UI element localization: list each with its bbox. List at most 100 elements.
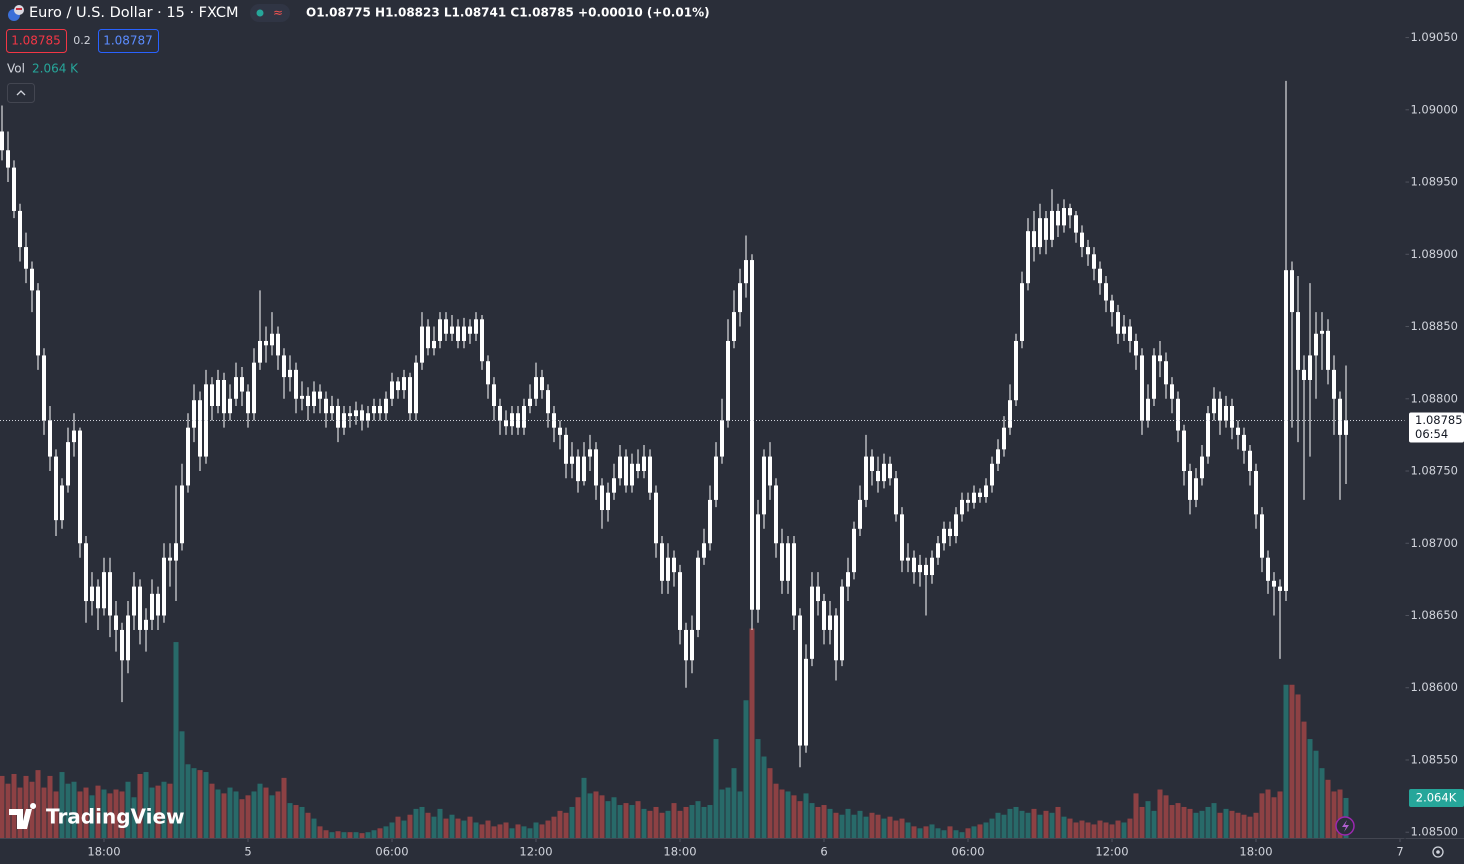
volume-bar <box>797 801 803 838</box>
sell-button[interactable] <box>6 29 67 53</box>
volume-bar <box>815 806 821 838</box>
candle-body <box>636 463 640 472</box>
volume-bar <box>1283 684 1289 838</box>
volume-bar <box>995 812 1001 838</box>
lightning-button[interactable] <box>1335 816 1355 836</box>
candle-body <box>186 427 190 486</box>
last-price-label: 1.08785 <box>1415 413 1463 427</box>
volume-bar <box>1223 808 1229 838</box>
volume-bar <box>749 628 755 838</box>
candle-body <box>762 456 766 515</box>
candle-body <box>1182 430 1186 472</box>
candle-body <box>90 586 94 602</box>
volume-bar <box>1043 810 1049 838</box>
volume-bar <box>1037 814 1043 838</box>
volume-bar <box>719 789 725 838</box>
candle-body <box>612 478 616 493</box>
volume-bar <box>293 805 299 838</box>
candle-body <box>768 456 772 486</box>
volume-bar <box>557 810 563 838</box>
volume-bar <box>497 824 503 838</box>
candle-body <box>450 326 454 334</box>
volume-bar <box>1331 791 1337 838</box>
volume-bar <box>983 822 989 838</box>
volume-bar <box>281 777 287 838</box>
collapse-button[interactable] <box>7 83 35 103</box>
candle-body <box>972 492 976 503</box>
candle-body <box>786 543 790 581</box>
volume-bar <box>1181 806 1187 838</box>
volume-bar <box>851 814 857 838</box>
volume-bar <box>887 816 893 838</box>
volume-bar <box>653 806 659 838</box>
candle-body <box>138 586 142 630</box>
volume-bar <box>1091 824 1097 838</box>
candle-body <box>210 384 214 406</box>
candle-body <box>810 586 814 659</box>
candle-body <box>990 463 994 486</box>
candle-body <box>648 456 652 493</box>
candle-body <box>1194 478 1198 500</box>
candle-body <box>60 485 64 521</box>
volume-legend-name: Vol <box>7 62 25 76</box>
candle-body <box>966 499 970 503</box>
candle-body <box>1284 270 1288 591</box>
volume-bar <box>1271 797 1277 838</box>
x-tick-label: 06:00 <box>375 845 408 859</box>
volume-bar <box>155 785 161 838</box>
volume-bar <box>413 808 419 838</box>
candle-body <box>180 485 184 544</box>
candle-body <box>24 247 28 269</box>
candle-body <box>1110 300 1114 313</box>
candle-body <box>666 557 670 581</box>
candle-body <box>420 326 424 363</box>
volume-bar <box>11 773 17 838</box>
candle-body <box>384 398 388 414</box>
volume-badge-label: 2.064K <box>1416 790 1457 804</box>
candle-layer <box>0 80 1348 768</box>
volume-bar <box>485 820 491 838</box>
volume-bar <box>1205 806 1211 838</box>
settings-button[interactable] <box>1432 846 1444 858</box>
x-tick-label: 18:00 <box>87 845 120 859</box>
volume-bar <box>869 812 875 838</box>
volume-bar <box>959 832 965 838</box>
volume-bar <box>359 833 365 838</box>
volume-bar <box>77 791 83 838</box>
volume-bar <box>83 787 89 838</box>
volume-bar <box>101 789 107 838</box>
candle-body <box>510 413 514 427</box>
volume-bar <box>935 828 941 838</box>
candle-body <box>1164 361 1168 385</box>
volume-bar <box>131 797 137 838</box>
candle-body <box>1254 471 1258 515</box>
candle-body <box>216 379 220 406</box>
candle-body <box>492 384 496 406</box>
candle-body <box>894 478 898 515</box>
volume-bar <box>863 816 869 838</box>
candle-body <box>948 528 952 537</box>
candle-body <box>1170 384 1174 399</box>
volume-bar <box>503 822 509 838</box>
volume-bar <box>569 806 575 838</box>
candle-body <box>792 543 796 616</box>
candle-body <box>204 384 208 457</box>
candle-body <box>426 326 430 349</box>
x-tick-label: 12:00 <box>1095 845 1128 859</box>
candle-body <box>102 572 106 609</box>
volume-bar <box>605 801 611 838</box>
collapse-icon <box>16 90 26 96</box>
candle-body <box>1134 340 1138 356</box>
volume-bar <box>371 830 377 838</box>
candle-body <box>756 514 760 610</box>
volume-bar <box>1109 824 1115 838</box>
volume-bar <box>161 781 167 838</box>
candle-body <box>732 312 736 341</box>
volume-bar <box>467 816 473 838</box>
buy-button[interactable] <box>98 29 159 53</box>
candle-body <box>414 362 418 414</box>
candle-body <box>744 260 748 284</box>
volume-bar <box>287 803 293 838</box>
status-pill[interactable] <box>250 4 290 22</box>
candle-body <box>1260 514 1264 558</box>
